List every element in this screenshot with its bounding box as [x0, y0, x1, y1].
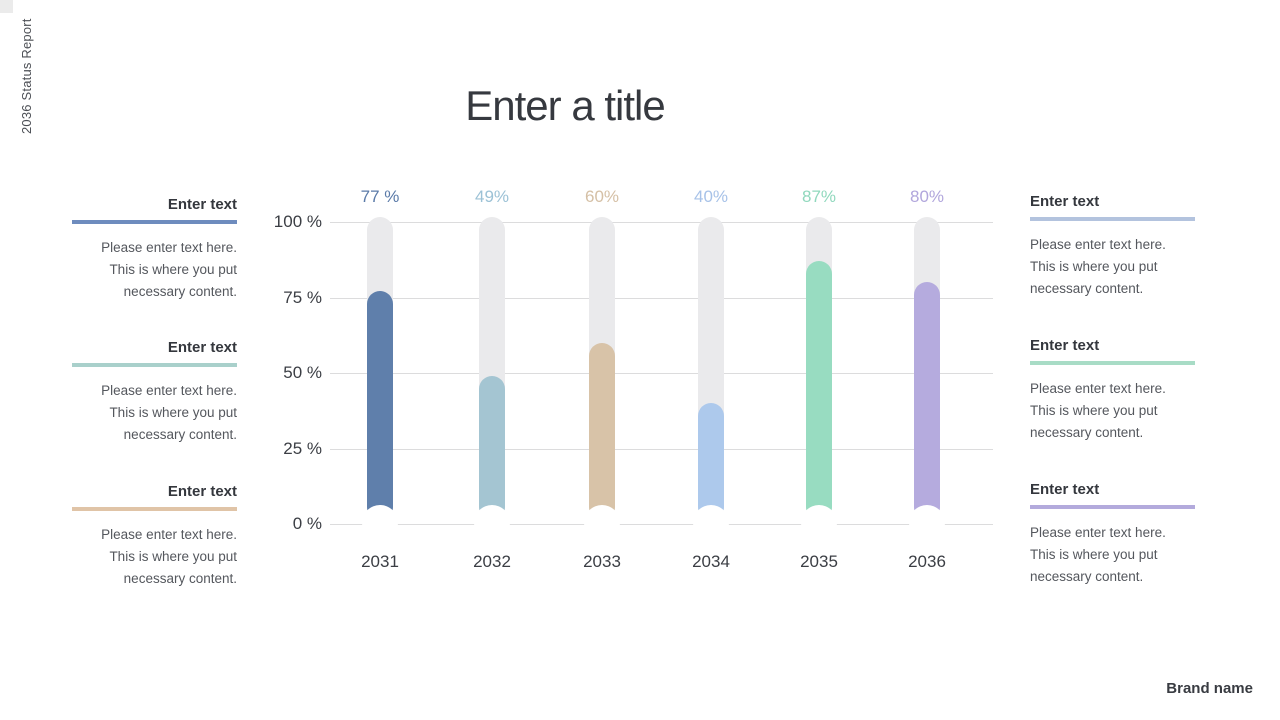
- bar-fill: [698, 403, 724, 520]
- gridline: [330, 448, 993, 450]
- left-text-block-1: Enter text Please enter text here. This …: [72, 195, 237, 303]
- y-axis-tick-label: 75 %: [283, 287, 322, 307]
- brand-name: Brand name: [1166, 680, 1253, 697]
- bar-value-label: 40%: [693, 187, 729, 206]
- block-heading: Enter text: [167, 483, 237, 500]
- bar-value-label: 60%: [584, 187, 620, 206]
- bar-value-label: 87%: [801, 187, 837, 206]
- block-body: Please enter text here. This is where yo…: [101, 527, 237, 586]
- bar-value-label: 80%: [909, 187, 945, 206]
- left-text-block-3: Enter text Please enter text here. This …: [72, 482, 237, 590]
- accent-line: [72, 363, 237, 367]
- bar-bottom-notch: [362, 505, 398, 541]
- left-text-block-2: Enter text Please enter text here. This …: [72, 338, 237, 446]
- block-body: Please enter text here. This is where yo…: [1030, 525, 1166, 584]
- y-axis-tick-label: 0 %: [292, 514, 322, 533]
- bar-bottom-notch: [801, 505, 837, 541]
- gridline: [330, 297, 993, 299]
- page-title: Enter a title: [465, 82, 665, 129]
- accent-line: [1030, 361, 1195, 365]
- right-text-block-1: Enter text Please enter text here. This …: [1030, 192, 1195, 300]
- x-axis-category-label: 2032: [473, 552, 511, 571]
- bar-value-label: 49%: [474, 187, 510, 206]
- right-text-block-2: Enter text Please enter text here. This …: [1030, 336, 1195, 444]
- bar-value-label: 77 %: [360, 187, 400, 206]
- x-axis-category-label: 2035: [800, 552, 838, 571]
- block-heading: Enter text: [1030, 193, 1100, 210]
- block-heading: Enter text: [1030, 481, 1100, 498]
- block-heading: Enter text: [167, 196, 237, 213]
- bar-bottom-notch: [693, 505, 729, 541]
- right-text-block-3: Enter text Please enter text here. This …: [1030, 480, 1195, 588]
- bar-bottom-notch: [909, 505, 945, 541]
- block-body: Please enter text here. This is where yo…: [101, 383, 237, 442]
- bar-fill: [589, 342, 615, 520]
- bar-bottom-notch: [584, 505, 620, 541]
- accent-line: [72, 507, 237, 511]
- gridline: [330, 373, 993, 374]
- block-heading: Enter text: [1030, 337, 1100, 354]
- accent-line: [72, 220, 237, 224]
- block-body: Please enter text here. This is where yo…: [1030, 381, 1166, 440]
- y-axis-tick-label: 25 %: [283, 438, 322, 458]
- block-body: Please enter text here. This is where yo…: [101, 240, 237, 299]
- gridline: [330, 524, 993, 525]
- bar-fill: [914, 282, 940, 520]
- y-axis-tick-label: 50 %: [283, 363, 322, 382]
- corner-decoration-square: [0, 0, 13, 13]
- x-axis-category-label: 2034: [692, 552, 730, 571]
- bar-fill: [367, 291, 393, 520]
- block-body: Please enter text here. This is where yo…: [1030, 237, 1166, 296]
- gridline: [330, 222, 993, 223]
- x-axis-category-label: 2036: [908, 552, 946, 571]
- accent-line: [1030, 217, 1195, 221]
- y-axis-tick-label: 100 %: [273, 212, 322, 231]
- bar-bottom-notch: [474, 505, 510, 541]
- block-heading: Enter text: [167, 339, 237, 356]
- bar-fill: [806, 261, 832, 520]
- bar-fill: [479, 376, 505, 520]
- x-axis-category-label: 2031: [361, 552, 399, 571]
- accent-line: [1030, 505, 1195, 509]
- x-axis-category-label: 2033: [583, 552, 621, 571]
